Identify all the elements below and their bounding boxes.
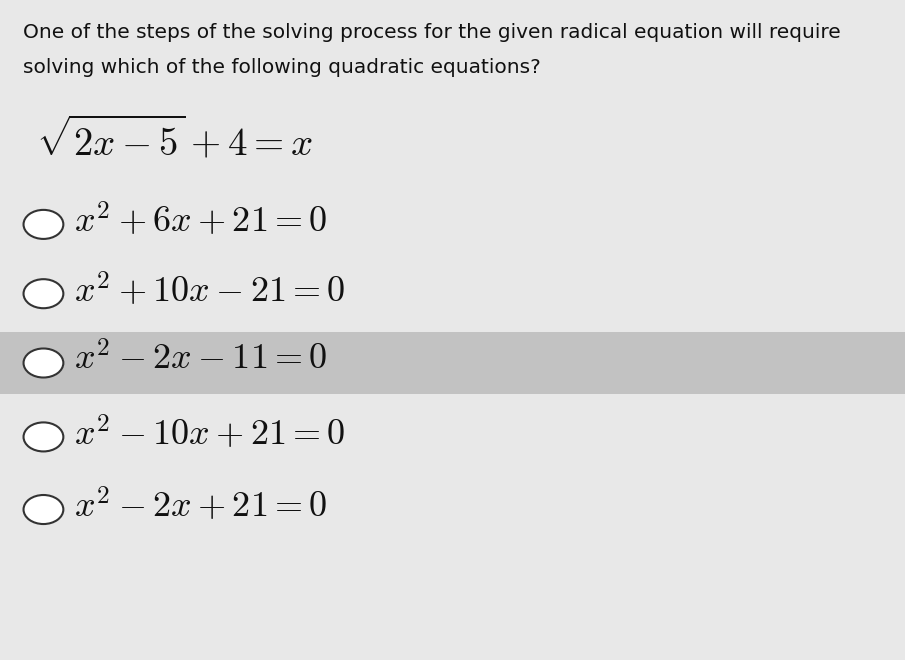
Text: $x^2 - 2x + 21 = 0$: $x^2 - 2x + 21 = 0$: [74, 487, 328, 525]
Circle shape: [24, 210, 63, 239]
Text: solving which of the following quadratic equations?: solving which of the following quadratic…: [23, 58, 540, 77]
Circle shape: [24, 279, 63, 308]
Circle shape: [24, 422, 63, 451]
Text: $x^2 + 10x - 21 = 0$: $x^2 + 10x - 21 = 0$: [74, 271, 346, 310]
Circle shape: [24, 495, 63, 524]
Text: $\sqrt{2x-5} + 4 = x$: $\sqrt{2x-5} + 4 = x$: [36, 115, 313, 163]
Text: $x^2 - 10x + 21 = 0$: $x^2 - 10x + 21 = 0$: [74, 414, 346, 453]
Text: One of the steps of the solving process for the given radical equation will requ: One of the steps of the solving process …: [23, 23, 841, 42]
Text: $x^2 - 2x - 11 = 0$: $x^2 - 2x - 11 = 0$: [74, 342, 328, 378]
Bar: [0, 331, 905, 394]
Circle shape: [24, 348, 63, 378]
Text: $x^2 + 6x + 21 = 0$: $x^2 + 6x + 21 = 0$: [74, 202, 328, 240]
